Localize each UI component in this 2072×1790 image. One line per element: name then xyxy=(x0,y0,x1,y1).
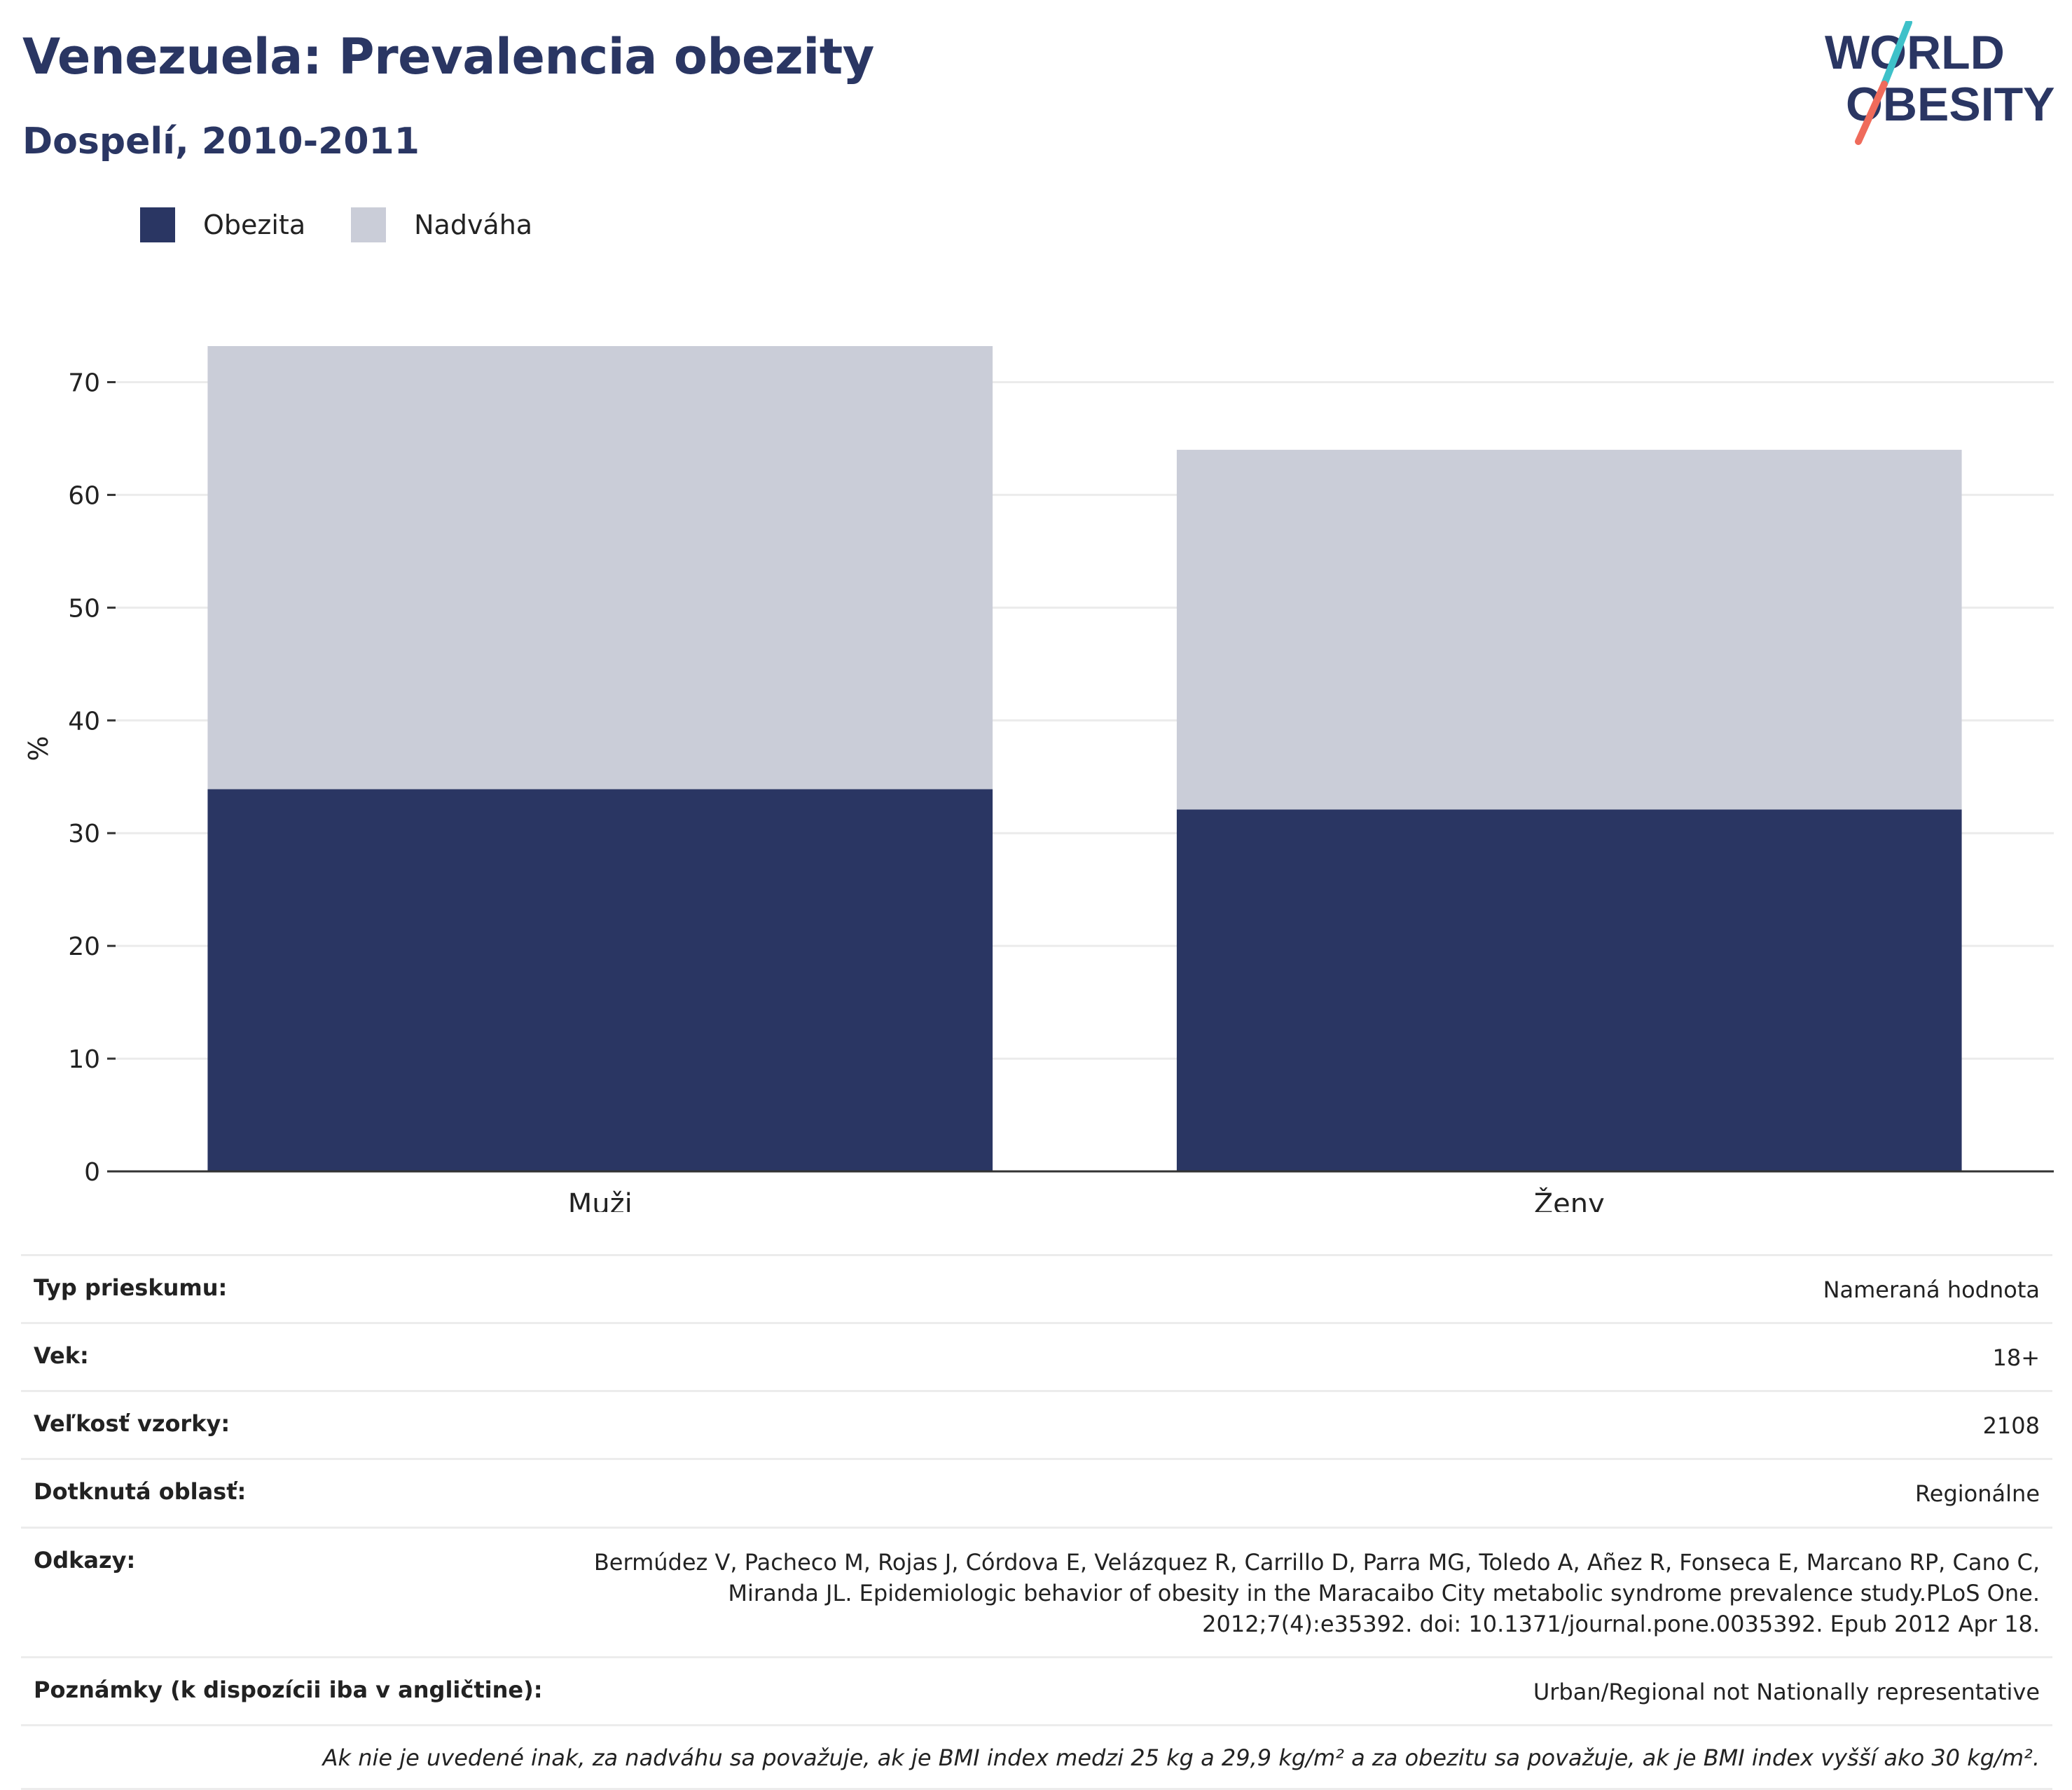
y-tick-label: 0 xyxy=(84,1158,100,1187)
info-value: 2108 xyxy=(1982,1412,2040,1440)
legend-swatch-nadvaha xyxy=(351,207,387,242)
bar-obezita-zeny xyxy=(1176,809,1962,1171)
info-row-references: Odkazy: Bermúdez V, Pacheco M, Rojas J, … xyxy=(21,1529,2052,1659)
info-value: Nameraná hodnota xyxy=(1823,1276,2040,1303)
info-key: Odkazy: xyxy=(34,1546,136,1574)
y-tick-label: 10 xyxy=(68,1045,100,1074)
info-row-area: Dotknutá oblasť: Regionálne xyxy=(21,1460,2052,1529)
y-tick-label: 50 xyxy=(68,594,100,623)
info-key: Vek: xyxy=(34,1342,89,1370)
chart-legend: Obezita Nadváha xyxy=(140,207,578,242)
logo-line-1: WORLD xyxy=(1825,26,2005,79)
bmi-footnote: Ak nie je uvedené inak, za nadváhu sa po… xyxy=(21,1726,2052,1790)
info-row-survey-type: Typ prieskumu: Nameraná hodnota xyxy=(21,1254,2052,1325)
y-tick-label: 70 xyxy=(68,369,100,397)
logo-slash-coral xyxy=(1855,81,1888,145)
x-tick-label: Ženy xyxy=(1534,1187,1605,1212)
info-value: Bermúdez V, Pacheco M, Rojas J, Córdova … xyxy=(593,1548,2040,1637)
y-tick-label: 40 xyxy=(68,707,100,736)
info-key: Typ prieskumu: xyxy=(34,1274,228,1301)
x-tick-label: Muži xyxy=(568,1188,633,1212)
legend-item-obezita[interactable]: Obezita xyxy=(140,207,305,242)
y-tick-label: 20 xyxy=(68,932,100,961)
legend-swatch-obezita xyxy=(140,207,175,242)
logo-slash-teal xyxy=(1881,21,1912,88)
y-tick-label: 30 xyxy=(68,820,100,848)
stacked-bar-chart: 0 10 20 30 40 50 60 70% Muži Ženy xyxy=(23,345,2054,1212)
y-axis-label: % xyxy=(23,736,54,761)
world-obesity-logo: WORLD OBESITY xyxy=(1825,21,2055,145)
y-tick-label: 60 xyxy=(68,481,100,510)
bar-nadvaha-muzi xyxy=(207,345,993,790)
info-row-notes: Poznámky (k dispozícii iba v angličtine)… xyxy=(21,1658,2052,1727)
info-key: Veľkosť vzorky: xyxy=(34,1410,230,1438)
chart-subtitle: Dospelí, 2010-2011 xyxy=(22,121,420,163)
info-row-sample-size: Veľkosť vzorky: 2108 xyxy=(21,1392,2052,1461)
info-key: Poznámky (k dispozícii iba v angličtine)… xyxy=(34,1677,543,1704)
legend-label-obezita: Obezita xyxy=(203,209,306,240)
info-key: Dotknutá oblasť: xyxy=(34,1478,247,1506)
bar-nadvaha-zeny xyxy=(1176,450,1962,810)
info-value: Regionálne xyxy=(1914,1480,2040,1508)
legend-label-nadvaha: Nadváha xyxy=(414,209,533,240)
info-value: Urban/Regional not Nationally representa… xyxy=(1533,1679,2040,1706)
legend-item-nadvaha[interactable]: Nadváha xyxy=(351,207,532,242)
info-row-age: Vek: 18+ xyxy=(21,1324,2052,1393)
survey-info-table: Typ prieskumu: Nameraná hodnota Vek: 18+… xyxy=(21,1254,2052,1790)
bar-obezita-muzi xyxy=(207,789,993,1171)
chart-title: Venezuela: Prevalencia obezity xyxy=(22,28,874,85)
info-value: 18+ xyxy=(1992,1344,2040,1372)
